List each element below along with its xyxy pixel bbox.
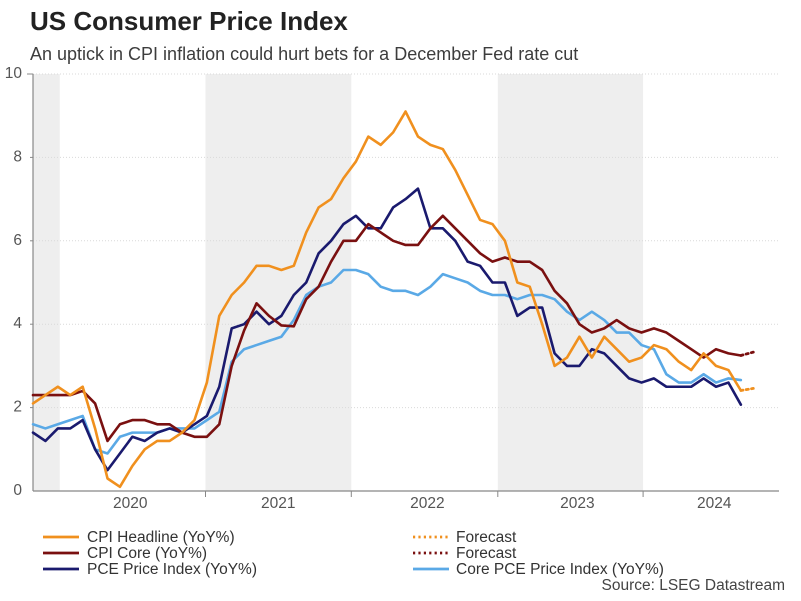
svg-text:Core PCE Price Index (YoY%): Core PCE Price Index (YoY%) xyxy=(456,561,664,578)
svg-text:CPI Headline (YoY%): CPI Headline (YoY%) xyxy=(87,529,235,546)
svg-text:Forecast: Forecast xyxy=(456,529,517,546)
svg-text:PCE Price Index (YoY%): PCE Price Index (YoY%) xyxy=(87,561,257,578)
svg-text:CPI Core (YoY%): CPI Core (YoY%) xyxy=(87,545,207,562)
svg-text:Forecast: Forecast xyxy=(456,545,517,562)
